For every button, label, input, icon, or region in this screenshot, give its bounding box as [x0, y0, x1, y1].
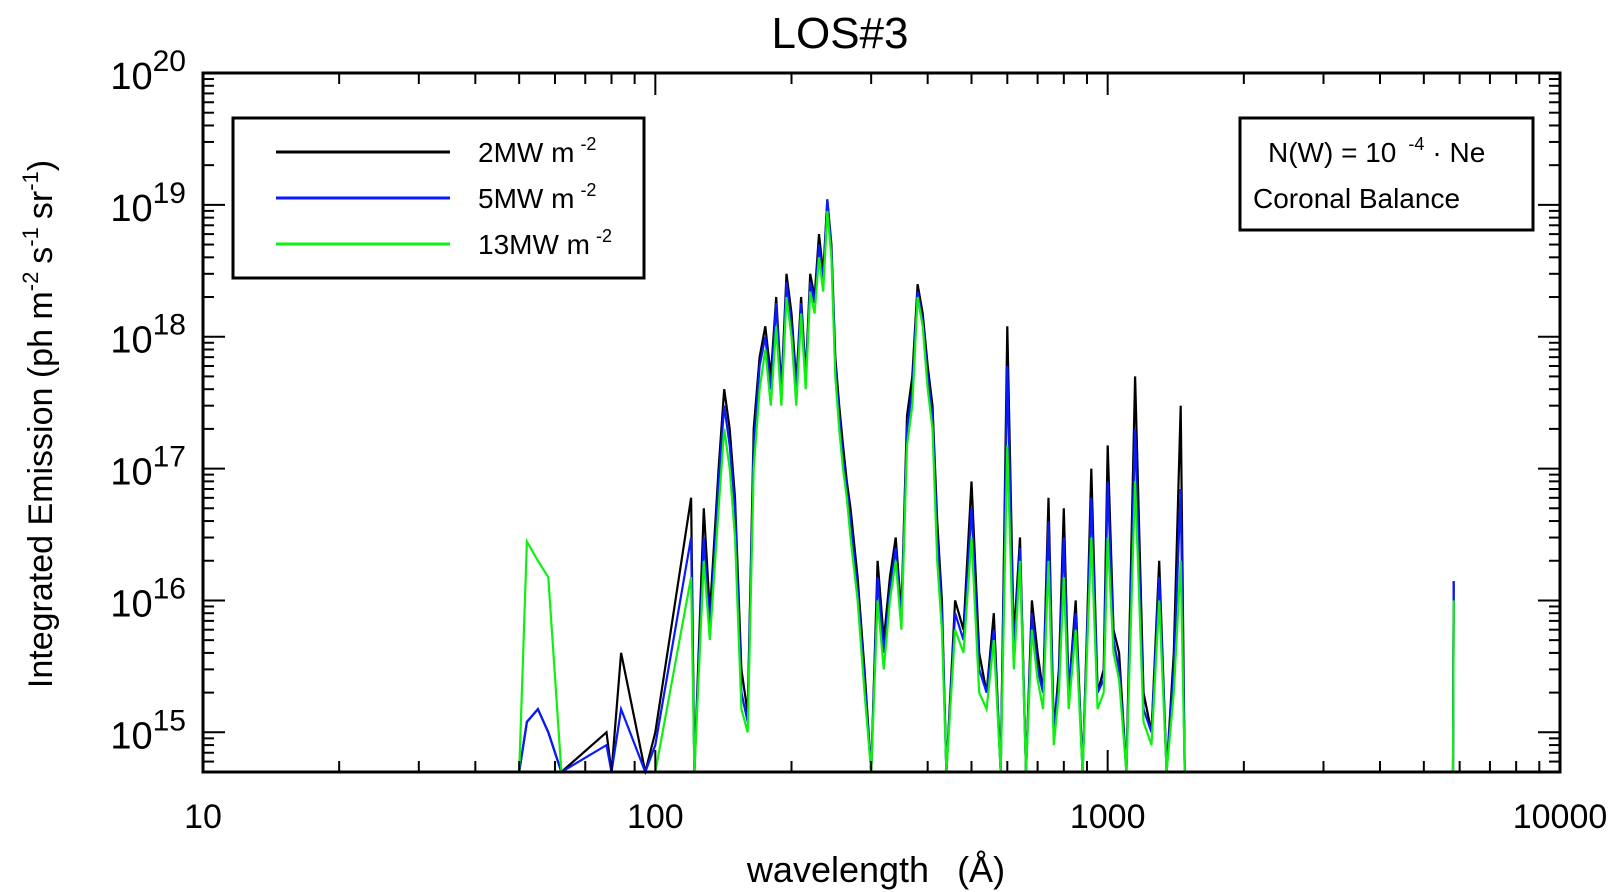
legend-label-13mw-sup: -2	[596, 226, 612, 246]
annotation-line-2: Coronal Balance	[1253, 183, 1460, 214]
y-tick-label-1: 1016	[110, 572, 186, 625]
legend-label-2mw-sup: -2	[580, 134, 596, 154]
series-line-1	[518, 199, 1455, 776]
x-tick-label-3: 10000	[1513, 798, 1608, 836]
y-axis-label-sup-3: -1	[18, 171, 43, 191]
legend-label-5mw-sup: -2	[580, 180, 596, 200]
y-tick-base: 10	[110, 715, 152, 757]
y-tick-exponent: 16	[153, 572, 186, 605]
y-tick-label-3: 1018	[110, 309, 186, 362]
legend-label-2mw: 2MW m -2	[478, 134, 596, 168]
y-tick-exponent: 15	[153, 704, 186, 737]
annotation-line-1-sup: -4	[1408, 134, 1424, 154]
y-tick-base: 10	[110, 320, 152, 362]
chart-title: LOS#3	[772, 9, 909, 58]
annotation-line-1: N(W) = 10 -4 · Ne	[1268, 134, 1485, 168]
series-layer	[518, 199, 1455, 776]
y-tick-label-4: 1019	[110, 177, 186, 230]
y-tick-exponent: 19	[153, 177, 186, 210]
y-tick-label-0: 1015	[110, 704, 186, 757]
annotation-line-1-pre: N(W) = 10	[1268, 137, 1396, 168]
legend-label-13mw-text: 13MW m	[478, 229, 590, 260]
plot-frame	[201, 71, 1562, 774]
legend-label-5mw-text: 5MW m	[478, 183, 574, 214]
x-tick-label-1: 100	[627, 798, 684, 836]
y-tick-exponent: 17	[153, 441, 186, 474]
axes-layer	[201, 71, 1562, 774]
y-tick-label-5: 1020	[110, 45, 186, 98]
y-tick-base: 10	[110, 56, 152, 98]
annotation-line-1-post: · Ne	[1432, 137, 1485, 168]
series-line-2	[518, 210, 1455, 774]
x-axis-label-unit: (Å)	[957, 849, 1005, 890]
y-axis-label-sup-2: -1	[18, 227, 43, 247]
y-axis-label-sup-1: -2	[18, 272, 43, 292]
annotation: N(W) = 10 -4 · Ne Coronal Balance	[1238, 116, 1535, 232]
y-tick-label-2: 1017	[110, 441, 186, 494]
legend-label-5mw: 5MW m -2	[478, 180, 596, 214]
y-axis-label-main: Integrated Emission (ph m	[22, 291, 60, 688]
y-axis-label: Integrated Emission (ph m-2s-1sr-1)	[18, 160, 60, 688]
legend-label-13mw: 13MW m -2	[478, 226, 612, 260]
x-axis-label: wavelength (Å)	[746, 849, 1005, 890]
y-axis-label-sr: sr	[22, 191, 60, 219]
x-axis-label-main: wavelength	[746, 849, 929, 890]
y-tick-base: 10	[110, 188, 152, 230]
y-tick-exponent: 20	[153, 45, 186, 78]
y-axis-label-close: )	[22, 160, 60, 171]
y-axis-label-s: s	[22, 247, 60, 264]
y-tick-base: 10	[110, 583, 152, 625]
legend-label-2mw-text: 2MW m	[478, 137, 574, 168]
x-tick-label-0: 10	[184, 798, 222, 836]
x-tick-label-2: 1000	[1070, 798, 1146, 836]
annotation-box	[1238, 116, 1535, 232]
legend: 2MW m -2 5MW m -2 13MW m -2	[231, 116, 646, 280]
y-tick-exponent: 18	[153, 309, 186, 342]
y-tick-base: 10	[110, 452, 152, 494]
